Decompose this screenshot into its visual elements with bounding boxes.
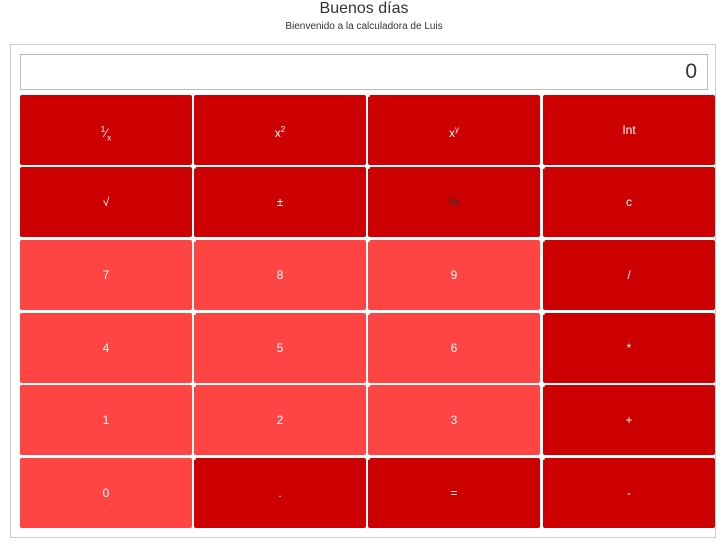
power-exponent: y (455, 125, 459, 134)
joint-dot (192, 311, 196, 315)
reciprocal-numerator: 1 (100, 125, 106, 134)
subtract-button[interactable]: - (543, 458, 715, 528)
int-button[interactable]: Int (543, 95, 715, 165)
clear-button[interactable]: c (543, 167, 715, 237)
digit-4-button[interactable]: 4 (20, 313, 192, 383)
digit-2-button[interactable]: 2 (194, 385, 366, 455)
power-base: x (449, 126, 455, 140)
multiply-button[interactable]: * (543, 313, 715, 383)
joint-dot (192, 238, 196, 242)
power-button[interactable]: xy (368, 95, 540, 165)
joint-dot (192, 165, 196, 169)
welcome-subtitle: Bienvenido a la calculadora de Luis (285, 21, 443, 32)
joint-dot (541, 383, 545, 387)
joint-dot (192, 456, 196, 460)
joint-dot (541, 311, 545, 315)
digit-3-button[interactable]: 3 (368, 385, 540, 455)
digit-8-button[interactable]: 8 (194, 240, 366, 310)
square-base: x (274, 126, 281, 140)
joint-dot (366, 311, 370, 315)
joint-dot (541, 165, 545, 169)
decimal-button[interactable]: . (194, 458, 366, 528)
digit-7-button[interactable]: 7 (20, 240, 192, 310)
equals-button[interactable]: = (368, 458, 540, 528)
percent-button[interactable]: % (368, 167, 540, 237)
digit-5-button[interactable]: 5 (194, 313, 366, 383)
joint-dot (366, 165, 370, 169)
digit-9-button[interactable]: 9 (368, 240, 540, 310)
square-exponent: 2 (280, 125, 286, 134)
digit-1-button[interactable]: 1 (20, 385, 192, 455)
reciprocal-button[interactable]: 1⁄x (20, 95, 192, 165)
divide-button[interactable]: / (543, 240, 715, 310)
joint-dot (192, 383, 196, 387)
joint-dot (366, 383, 370, 387)
reciprocal-denominator: x (107, 133, 112, 143)
reciprocal-slash: ⁄ (105, 126, 108, 140)
joint-dot (541, 238, 545, 242)
digit-6-button[interactable]: 6 (368, 313, 540, 383)
add-button[interactable]: + (543, 385, 715, 455)
calculator-display: 0 (20, 54, 708, 90)
square-button[interactable]: x2 (194, 95, 366, 165)
digit-0-button[interactable]: 0 (20, 458, 192, 528)
joint-dot (366, 93, 370, 97)
greeting-title: Buenos días (319, 0, 409, 17)
calculator: 0 1⁄x x2 xy Int √ ± % c 7 8 9 / 4 5 6 * … (10, 44, 716, 538)
joint-dot (366, 238, 370, 242)
sqrt-button[interactable]: √ (20, 167, 192, 237)
joint-dot (541, 456, 545, 460)
joint-dot (366, 456, 370, 460)
sign-toggle-button[interactable]: ± (194, 167, 366, 237)
